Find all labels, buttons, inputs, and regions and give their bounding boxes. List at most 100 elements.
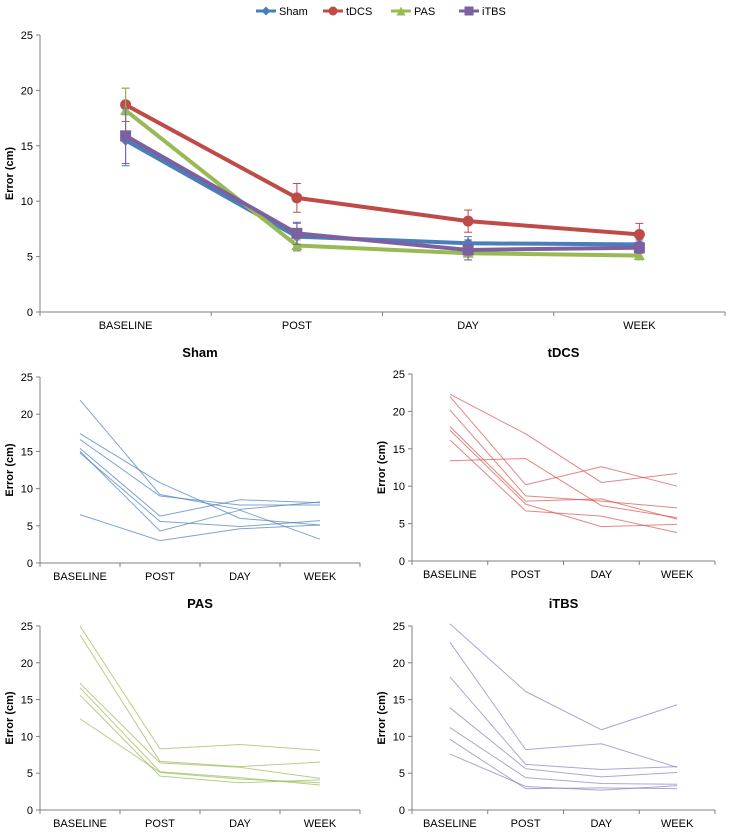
x-tick-label: BASELINE	[53, 571, 107, 583]
series-line-i4	[449, 707, 678, 778]
y-tick-label: 25	[393, 369, 405, 381]
data-point-pas	[291, 240, 303, 251]
chart-title: iTBS	[549, 596, 579, 611]
legend-label-itbs: iTBS	[482, 6, 506, 18]
series-line-i5	[449, 727, 678, 785]
y-axis-label: Error (cm)	[376, 691, 388, 745]
y-tick-label: 0	[399, 805, 405, 817]
series-line-t5	[449, 429, 678, 528]
chart-title: Sham	[182, 345, 217, 360]
y-axis-label: Error (cm)	[4, 443, 16, 497]
data-point-itbs	[291, 227, 303, 239]
y-tick-label: 5	[27, 252, 33, 264]
legend-label-tdcs: tDCS	[346, 6, 372, 18]
x-tick-label: WEEK	[304, 571, 337, 583]
x-tick-label: DAY	[590, 818, 612, 830]
series-line-pas	[124, 108, 640, 258]
y-tick-label: 0	[399, 556, 405, 568]
legend-marker	[396, 6, 406, 16]
y-tick-label: 25	[21, 30, 33, 42]
chart-panel-1: Sham 0 5 10 15 20 25 BASELINE POST DAY WEEK Error (…	[4, 345, 361, 583]
x-tick-label: DAY	[590, 569, 612, 581]
data-point-tdcs	[291, 192, 303, 204]
y-tick-label: 20	[21, 658, 33, 670]
x-tick-label: POST	[145, 818, 175, 830]
series-line-t1	[449, 393, 678, 483]
legend-label-pas: PAS	[414, 6, 435, 18]
y-tick-label: 10	[21, 731, 33, 743]
y-tick-label: 15	[393, 695, 405, 707]
series-line-s5	[79, 451, 321, 540]
series-line-t6	[449, 439, 678, 534]
legend-label-sham: Sham	[279, 6, 308, 18]
series-line-i1	[449, 623, 678, 731]
y-tick-label: 25	[21, 621, 33, 633]
data-point-tdcs	[462, 215, 474, 227]
chart-title: PAS	[187, 596, 213, 611]
y-tick-label: 25	[21, 372, 33, 384]
series-line-p5	[79, 694, 321, 784]
legend-marker	[328, 6, 338, 16]
y-tick-label: 15	[21, 695, 33, 707]
y-tick-label: 15	[21, 446, 33, 458]
series-line-i7	[449, 753, 678, 791]
series-line-itbs	[124, 134, 640, 252]
y-tick-label: 15	[393, 444, 405, 456]
y-tick-label: 5	[27, 521, 33, 533]
y-tick-label: 0	[27, 805, 33, 817]
series-line-s6	[79, 514, 321, 542]
data-point-pas	[633, 249, 645, 260]
series-line-t3	[449, 409, 678, 509]
x-tick-label: DAY	[229, 571, 251, 583]
y-tick-label: 10	[21, 196, 33, 208]
x-tick-label: WEEK	[623, 320, 656, 332]
y-tick-label: 5	[399, 519, 405, 531]
y-tick-label: 20	[393, 658, 405, 670]
data-point-itbs	[462, 244, 474, 256]
x-tick-label: POST	[145, 571, 175, 583]
chart-panel-2: tDCS 0 5 10 15 20 25 BASELINE POST DAY WEEK Error (…	[376, 345, 716, 581]
y-tick-label: 0	[27, 307, 33, 319]
x-tick-label: BASELINE	[99, 320, 153, 332]
y-tick-label: 20	[21, 85, 33, 97]
x-tick-label: DAY	[229, 818, 251, 830]
legend-marker	[464, 6, 474, 16]
y-axis-label: Error (cm)	[4, 147, 16, 201]
data-point-tdcs	[633, 228, 645, 240]
y-axis-label: Error (cm)	[4, 691, 16, 745]
y-tick-label: 5	[399, 768, 405, 780]
chart-panel-4: iTBS 0 5 10 15 20 25 BASELINE POST DAY WEEK Error (…	[376, 596, 716, 830]
series-line-t7	[449, 458, 678, 519]
series-line-p2	[79, 634, 321, 768]
series-line-p3	[79, 683, 321, 779]
y-tick-label: 10	[21, 484, 33, 496]
x-tick-label: WEEK	[661, 818, 694, 830]
series-line-i3	[449, 676, 678, 771]
x-tick-label: DAY	[457, 320, 479, 332]
series-line-s7	[79, 452, 321, 528]
y-tick-label: 5	[27, 768, 33, 780]
x-tick-label: POST	[511, 818, 541, 830]
x-tick-label: BASELINE	[423, 569, 477, 581]
x-tick-label: POST	[282, 320, 312, 332]
series-line-t2	[449, 396, 678, 487]
series-line-t4	[449, 426, 678, 520]
legend: Sham tDCS PAS iTBS	[256, 6, 506, 18]
data-point-itbs	[633, 242, 645, 254]
x-tick-label: BASELINE	[53, 818, 107, 830]
series-line-s1	[79, 399, 321, 510]
y-tick-label: 25	[393, 621, 405, 633]
series-line-tdcs	[124, 103, 640, 237]
chart-title: tDCS	[548, 345, 580, 360]
series-line-p4	[79, 687, 321, 786]
y-tick-label: 10	[393, 731, 405, 743]
y-tick-label: 15	[21, 141, 33, 153]
series-line-p6	[79, 718, 321, 784]
legend-marker	[261, 6, 271, 16]
chart-panel-0: 0 5 10 15 20 25 BASELINE POST DAY WEEK Error (cm) S…	[4, 6, 726, 332]
series-line-p1	[79, 625, 321, 751]
y-tick-label: 20	[393, 406, 405, 418]
y-tick-label: 20	[21, 409, 33, 421]
y-axis-label: Error (cm)	[376, 441, 388, 495]
